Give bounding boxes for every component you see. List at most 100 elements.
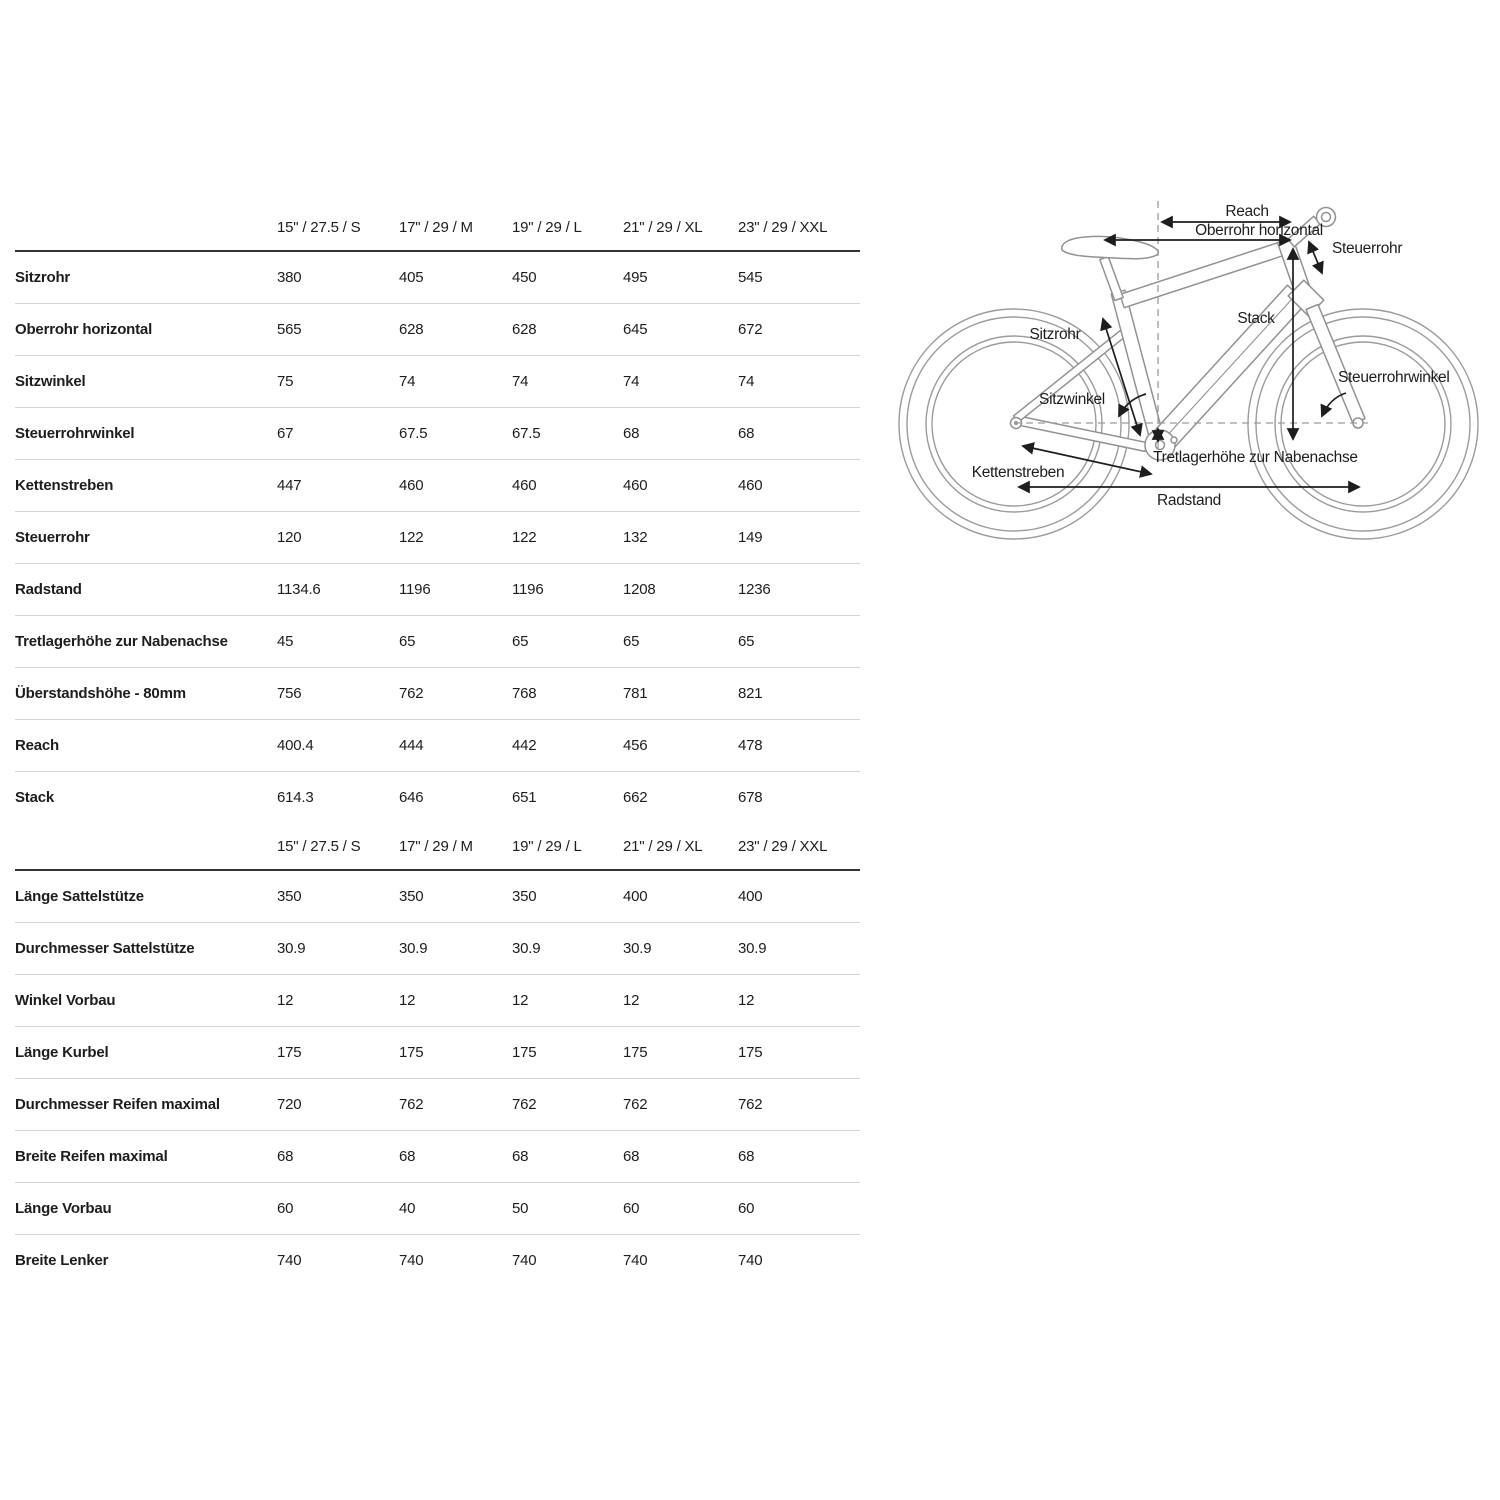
table-row: Oberrohr horizontal 565 628 628 645 672 xyxy=(15,303,860,355)
value-cell: 50 xyxy=(512,1199,529,1217)
value-cell: 614.3 xyxy=(277,788,314,806)
table-row: Durchmesser Sattelstütze 30.9 30.9 30.9 30.9… xyxy=(15,922,860,974)
value-cell: 1134.6 xyxy=(277,580,321,598)
size-header-cell: 19" / 29 / L xyxy=(512,837,582,855)
row-label: Länge Sattelstütze xyxy=(15,887,144,905)
value-cell: 67 xyxy=(277,424,294,442)
value-cell: 30.9 xyxy=(623,939,652,957)
row-label: Durchmesser Reifen maximal xyxy=(15,1095,220,1113)
size-header-cell: 21" / 29 / XL xyxy=(623,837,703,855)
value-cell: 40 xyxy=(399,1199,416,1217)
table-row: Kettenstreben 447 460 460 460 460 xyxy=(15,459,860,511)
value-cell: 68 xyxy=(738,424,755,442)
table-row: Steuerrohr 120 122 122 132 149 xyxy=(15,511,860,563)
value-cell: 781 xyxy=(623,684,648,702)
value-cell: 740 xyxy=(512,1251,537,1269)
value-cell: 45 xyxy=(277,632,294,650)
oberrohr-label: Oberrohr horizontal xyxy=(1195,222,1323,239)
value-cell: 400.4 xyxy=(277,736,314,754)
value-cell: 12 xyxy=(512,991,529,1009)
value-cell: 1208 xyxy=(623,580,656,598)
value-cell: 12 xyxy=(738,991,755,1009)
steuerrohrwinkel-arc xyxy=(1320,392,1347,418)
kettenstreben-arrow xyxy=(1021,442,1153,478)
value-cell: 12 xyxy=(277,991,294,1009)
sitzrohr-label: Sitzrohr xyxy=(1029,326,1080,343)
tretlagerhoehe-label: Tretlagerhöhe zur Nabenachse xyxy=(1153,449,1358,466)
value-cell: 450 xyxy=(512,268,537,286)
row-label: Breite Reifen maximal xyxy=(15,1147,168,1165)
value-cell: 350 xyxy=(277,887,302,905)
size-header-cell: 21" / 29 / XL xyxy=(623,218,703,236)
row-label: Radstand xyxy=(15,580,82,598)
value-cell: 447 xyxy=(277,476,302,494)
value-cell: 460 xyxy=(738,476,763,494)
value-cell: 60 xyxy=(738,1199,755,1217)
value-cell: 662 xyxy=(623,788,648,806)
row-label: Stack xyxy=(15,788,55,806)
value-cell: 565 xyxy=(277,320,302,338)
value-cell: 132 xyxy=(623,528,648,546)
value-cell: 400 xyxy=(738,887,763,905)
table-row: Reach 400.4 444 442 456 478 xyxy=(15,719,860,771)
bike-geometry-diagram: Reach Oberrohr horizontal Steuerrohr Sta… xyxy=(898,201,1479,540)
value-cell: 74 xyxy=(623,372,640,390)
size-header-cell: 15" / 27.5 / S xyxy=(277,837,361,855)
value-cell: 1236 xyxy=(738,580,771,598)
value-cell: 762 xyxy=(512,1095,537,1113)
value-cell: 762 xyxy=(738,1095,763,1113)
value-cell: 12 xyxy=(623,991,640,1009)
value-cell: 65 xyxy=(623,632,640,650)
table-row: Durchmesser Reifen maximal 720 762 762 762 76… xyxy=(15,1078,860,1130)
geometry-table: 15" / 27.5 / S 17" / 29 / M 19" / 29 / L 21… xyxy=(15,204,860,1286)
value-cell: 645 xyxy=(623,320,648,338)
size-header-row: 15" / 27.5 / S 17" / 29 / M 19" / 29 / L 21… xyxy=(15,823,860,870)
table-row: Länge Sattelstütze 350 350 350 400 400 xyxy=(15,870,860,922)
sitzrohr-arrow xyxy=(1100,317,1143,437)
fork-lowers xyxy=(1305,303,1366,425)
sitzwinkel-arc xyxy=(1118,393,1147,418)
value-cell: 67.5 xyxy=(399,424,428,442)
value-cell: 768 xyxy=(512,684,537,702)
header-spacer-cell xyxy=(15,204,277,251)
value-cell: 400 xyxy=(623,887,648,905)
value-cell: 30.9 xyxy=(277,939,306,957)
size-header-row: 15" / 27.5 / S 17" / 29 / M 19" / 29 / L 21… xyxy=(15,204,860,251)
sitzwinkel-label: Sitzwinkel xyxy=(1039,391,1105,408)
steuerrohr-label: Steuerrohr xyxy=(1332,240,1402,257)
row-label: Reach xyxy=(15,736,60,754)
value-cell: 678 xyxy=(738,788,763,806)
value-cell: 68 xyxy=(623,1147,640,1165)
row-label: Winkel Vorbau xyxy=(15,991,116,1009)
value-cell: 478 xyxy=(738,736,763,754)
table-row: Breite Lenker 740 740 740 740 740 xyxy=(15,1234,860,1286)
value-cell: 30.9 xyxy=(738,939,767,957)
value-cell: 628 xyxy=(512,320,537,338)
front-wheel xyxy=(1247,308,1479,540)
table-row: Sitzwinkel 75 74 74 74 74 xyxy=(15,355,860,407)
value-cell: 460 xyxy=(623,476,648,494)
size-header-cell: 17" / 29 / M xyxy=(399,837,473,855)
table-row: Breite Reifen maximal 68 68 68 68 68 xyxy=(15,1130,860,1182)
value-cell: 75 xyxy=(277,372,294,390)
value-cell: 651 xyxy=(512,788,537,806)
row-label: Steuerrohrwinkel xyxy=(15,424,135,442)
battery-seam xyxy=(1162,298,1293,441)
value-cell: 68 xyxy=(512,1147,529,1165)
row-label: Sitzrohr xyxy=(15,268,71,286)
value-cell: 545 xyxy=(738,268,763,286)
value-cell: 740 xyxy=(277,1251,302,1269)
steuerrohr-arrow xyxy=(1307,240,1324,275)
value-cell: 12 xyxy=(399,991,416,1009)
value-cell: 444 xyxy=(399,736,424,754)
value-cell: 380 xyxy=(277,268,302,286)
value-cell: 756 xyxy=(277,684,302,702)
value-cell: 460 xyxy=(399,476,424,494)
value-cell: 30.9 xyxy=(399,939,428,957)
row-label: Steuerrohr xyxy=(15,528,90,546)
table-row: Steuerrohrwinkel 67 67.5 67.5 68 68 xyxy=(15,407,860,459)
row-label: Durchmesser Sattelstütze xyxy=(15,939,195,957)
value-cell: 30.9 xyxy=(512,939,541,957)
row-label: Sitzwinkel xyxy=(15,372,86,390)
value-cell: 74 xyxy=(738,372,755,390)
